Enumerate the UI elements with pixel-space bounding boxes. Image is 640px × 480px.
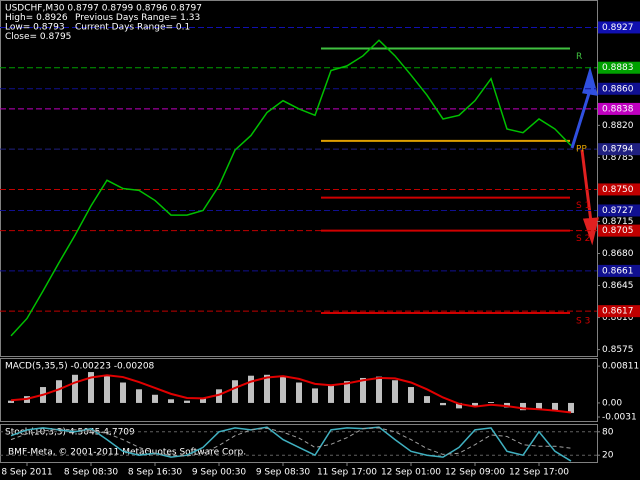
x-tick-label: 11 Sep 17:00 (317, 468, 377, 478)
macd-bar (328, 384, 334, 403)
macd-bar (120, 382, 126, 403)
level-label: 0.8838 (602, 104, 634, 114)
pivot-label: S 2 (576, 234, 590, 244)
macd-bar (72, 374, 78, 403)
pivot-label: S 1 (576, 201, 590, 211)
macd-bar (424, 396, 430, 403)
macd-bar (296, 382, 302, 403)
macd-bar (520, 402, 526, 411)
y-tick-label: 0.8820 (602, 121, 634, 131)
level-box (598, 102, 640, 115)
series-line (10, 39, 572, 337)
pivot-label: R (576, 52, 582, 62)
macd-bar (184, 400, 190, 403)
x-tick-label: 8 Sep 2011 (1, 468, 52, 478)
macd-bar (248, 375, 254, 403)
macd-bar (104, 375, 110, 403)
y-tick-label: 0.8715 (602, 217, 634, 227)
macd-bar (472, 402, 478, 407)
x-tick-label: 12 Sep 01:00 (381, 468, 441, 478)
stoch-frame (0, 424, 598, 463)
y-tick-label: 0.00811 (602, 362, 639, 372)
macd-bar (8, 400, 14, 403)
series-line (10, 426, 572, 462)
macd-frame (0, 358, 598, 422)
macd-bar (88, 372, 94, 403)
macd-bar (152, 394, 158, 403)
macd-title: MACD(5,35,5) -0.00223 -0.00208 (5, 362, 155, 372)
level-label: 0.8661 (602, 266, 634, 276)
pivot-label: PP (576, 144, 587, 154)
macd-bar (216, 389, 222, 403)
info-note: High= 0.8926 (5, 13, 68, 23)
level-box (598, 143, 640, 156)
info-note: Low= 0.8793 (5, 23, 65, 33)
chart-title: USDCHF,M30 0.8797 0.8799 0.8796 0.8797 (5, 4, 202, 14)
level-label: 0.8794 (602, 145, 634, 155)
x-tick-label: 9 Sep 08:30 (256, 468, 311, 478)
y-tick-label: 0.8645 (602, 281, 634, 291)
y-tick-label: -0.0031 (602, 413, 637, 423)
y-tick-label: 0.8610 (602, 313, 634, 323)
y-tick-label: 0.8785 (602, 153, 634, 163)
level-box (598, 61, 640, 74)
macd-bar (376, 376, 382, 403)
macd-bar (408, 387, 414, 403)
stoch-title: Stoch(10,3,3) 4.5045 4.7709 (5, 428, 135, 438)
x-tick-label: 8 Sep 16:30 (128, 468, 183, 478)
level-label: 0.8860 (602, 84, 634, 94)
macd-bar (280, 376, 286, 403)
level-label: 0.8617 (602, 307, 634, 317)
level-label: 0.8927 (602, 23, 634, 33)
series-line (10, 374, 572, 414)
level-box (598, 224, 640, 237)
main-frame (0, 0, 598, 357)
macd-bar (456, 402, 462, 409)
x-tick-label: 12 Sep 17:00 (509, 468, 569, 478)
macd-bar (552, 402, 558, 412)
y-tick-label: 0.00 (602, 398, 622, 408)
up-arrow (570, 66, 599, 149)
macd-bar (312, 388, 318, 403)
macd-bar (344, 381, 350, 403)
macd-bar (360, 377, 366, 403)
y-tick-label: 20 (602, 451, 614, 461)
pivot-label: S 3 (576, 316, 590, 326)
macd-bar (536, 402, 542, 410)
y-tick-label: 0.8680 (602, 249, 634, 259)
macd-bar (56, 380, 62, 403)
x-tick-label: 12 Sep 09:00 (445, 468, 505, 478)
macd-bar (168, 399, 174, 403)
level-box (598, 183, 640, 196)
level-label: 0.8883 (602, 63, 634, 73)
info-note: Current Days Range= 0.1 (75, 23, 190, 33)
series-line (10, 427, 572, 457)
macd-bar (440, 402, 446, 406)
x-tick-label: 9 Sep 00:30 (192, 468, 247, 478)
level-box (598, 204, 640, 217)
macd-bar (488, 402, 494, 403)
macd-bar (136, 389, 142, 403)
y-tick-label: 0.8575 (602, 345, 634, 355)
info-note: Previous Days Range= 1.33 (75, 13, 200, 23)
y-tick-label: 80 (602, 427, 614, 437)
macd-bar (232, 380, 238, 403)
level-label: 0.8727 (602, 206, 634, 216)
macd-bar (392, 380, 398, 403)
level-label: 0.8750 (602, 185, 634, 195)
info-note: Close= 0.8795 (5, 32, 71, 42)
level-box (598, 264, 640, 277)
macd-bar (200, 397, 206, 403)
macd-bar (568, 402, 574, 413)
x-tick-label: 8 Sep 08:30 (64, 468, 119, 478)
macd-bar (264, 374, 270, 403)
level-box (598, 305, 640, 318)
level-box (598, 21, 640, 34)
level-label: 0.8705 (602, 226, 634, 236)
level-box (598, 82, 640, 95)
